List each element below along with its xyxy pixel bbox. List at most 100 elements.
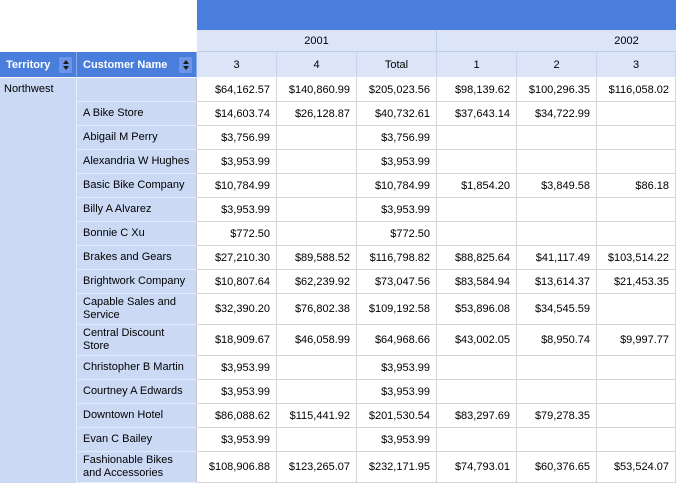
table-row: Billy A Alvarez $3,953.99 $3,953.99 <box>0 198 676 222</box>
value-cell <box>517 198 597 222</box>
value-cell: $123,265.07 <box>277 452 357 483</box>
value-cell: $10,784.99 <box>357 174 437 198</box>
value-cell: $116,058.02 <box>597 78 676 102</box>
value-cell <box>437 356 517 380</box>
value-cell: $205,023.56 <box>357 78 437 102</box>
table-row: Fashionable Bikes and Accessories $108,9… <box>0 452 676 483</box>
value-cell: $201,530.54 <box>357 404 437 428</box>
value-cell: $89,588.52 <box>277 246 357 270</box>
value-cell: $98,139.62 <box>437 78 517 102</box>
value-cell <box>597 222 676 246</box>
table-row: Brightwork Company $10,807.64 $62,239.92… <box>0 270 676 294</box>
value-cell <box>597 102 676 126</box>
value-cell: $3,953.99 <box>197 428 277 452</box>
table-row: Evan C Bailey $3,953.99 $3,953.99 <box>0 428 676 452</box>
sort-icon[interactable] <box>179 56 192 73</box>
value-cell: $8,950.74 <box>517 325 597 356</box>
table-row: Downtown Hotel $86,088.62 $115,441.92 $2… <box>0 404 676 428</box>
value-cell: $34,722.99 <box>517 102 597 126</box>
table-row: Abigail M Perry $3,756.99 $3,756.99 <box>0 126 676 150</box>
customer-name-cell: Fashionable Bikes and Accessories <box>77 452 197 483</box>
table-row: A Bike Store $14,603.74 $26,128.87 $40,7… <box>0 102 676 126</box>
value-cell: $108,906.88 <box>197 452 277 483</box>
value-cell: $88,825.64 <box>437 246 517 270</box>
value-cell: $1,854.20 <box>437 174 517 198</box>
table-row: Basic Bike Company $10,784.99 $10,784.99… <box>0 174 676 198</box>
customer-name-cell: Alexandria W Hughes <box>77 150 197 174</box>
value-cell: $109,192.58 <box>357 294 437 325</box>
value-cell: $26,128.87 <box>277 102 357 126</box>
value-cell: $76,802.38 <box>277 294 357 325</box>
value-cell: $3,953.99 <box>357 356 437 380</box>
value-cell <box>277 428 357 452</box>
value-cell <box>437 150 517 174</box>
value-cell: $43,002.05 <box>437 325 517 356</box>
column-header-q3-2002: 3 <box>597 52 676 78</box>
column-header-q4-2001: 4 <box>277 52 357 78</box>
value-cell <box>437 222 517 246</box>
value-cell: $3,953.99 <box>357 198 437 222</box>
value-cell: $41,117.49 <box>517 246 597 270</box>
column-header-q3-2001: 3 <box>197 52 277 78</box>
value-cell <box>517 222 597 246</box>
value-cell: $64,968.66 <box>357 325 437 356</box>
value-cell <box>517 150 597 174</box>
sort-up-arrow-icon <box>182 59 189 64</box>
value-cell: $62,239.92 <box>277 270 357 294</box>
customer-name-cell: Downtown Hotel <box>77 404 197 428</box>
value-cell: $10,807.64 <box>197 270 277 294</box>
matrix-top-band <box>197 0 676 30</box>
territory-cell: Northwest <box>0 78 77 483</box>
column-header-q1-2002: 1 <box>437 52 517 78</box>
value-cell: $3,953.99 <box>357 150 437 174</box>
value-cell: $74,793.01 <box>437 452 517 483</box>
value-cell: $772.50 <box>357 222 437 246</box>
customer-name-header: Customer Name <box>77 52 197 78</box>
sort-down-arrow-icon <box>182 65 189 70</box>
value-cell: $232,171.95 <box>357 452 437 483</box>
table-row: Capable Sales and Service $32,390.20 $76… <box>0 294 676 325</box>
value-cell: $14,603.74 <box>197 102 277 126</box>
value-cell: $115,441.92 <box>277 404 357 428</box>
value-cell: $40,732.61 <box>357 102 437 126</box>
value-cell <box>517 126 597 150</box>
value-cell <box>437 380 517 404</box>
territory-header: Territory <box>0 52 77 78</box>
customer-name-cell <box>77 78 197 102</box>
year-group-2002: 2002 <box>437 30 676 52</box>
table-row: Alexandria W Hughes $3,953.99 $3,953.99 <box>0 150 676 174</box>
value-cell: $37,643.14 <box>437 102 517 126</box>
value-cell: $34,545.59 <box>517 294 597 325</box>
value-cell: $3,953.99 <box>197 150 277 174</box>
value-cell: $3,953.99 <box>197 380 277 404</box>
sort-icon[interactable] <box>59 56 72 73</box>
customer-name-cell: A Bike Store <box>77 102 197 126</box>
top-band-row <box>0 0 676 30</box>
year-header-row: 2001 2002 <box>0 30 676 52</box>
value-cell <box>597 126 676 150</box>
table-row: Courtney A Edwards $3,953.99 $3,953.99 <box>0 380 676 404</box>
value-cell: $3,849.58 <box>517 174 597 198</box>
customer-name-header-label: Customer Name <box>83 58 168 71</box>
table-row: Central Discount Store $18,909.67 $46,05… <box>0 325 676 356</box>
value-cell: $83,297.69 <box>437 404 517 428</box>
value-cell: $53,896.08 <box>437 294 517 325</box>
territory-header-label: Territory <box>6 58 51 71</box>
table-row: Bonnie C Xu $772.50 $772.50 <box>0 222 676 246</box>
value-cell: $3,953.99 <box>197 356 277 380</box>
value-cell <box>277 380 357 404</box>
value-cell: $64,162.57 <box>197 78 277 102</box>
customer-name-cell: Abigail M Perry <box>77 126 197 150</box>
value-cell <box>517 380 597 404</box>
year-group-2001: 2001 <box>197 30 437 52</box>
value-cell: $10,784.99 <box>197 174 277 198</box>
value-cell <box>437 198 517 222</box>
value-cell <box>277 198 357 222</box>
value-cell <box>277 222 357 246</box>
value-cell: $100,296.35 <box>517 78 597 102</box>
value-cell: $772.50 <box>197 222 277 246</box>
customer-name-cell: Evan C Bailey <box>77 428 197 452</box>
table-row: Christopher B Martin $3,953.99 $3,953.99 <box>0 356 676 380</box>
customer-name-cell: Brakes and Gears <box>77 246 197 270</box>
